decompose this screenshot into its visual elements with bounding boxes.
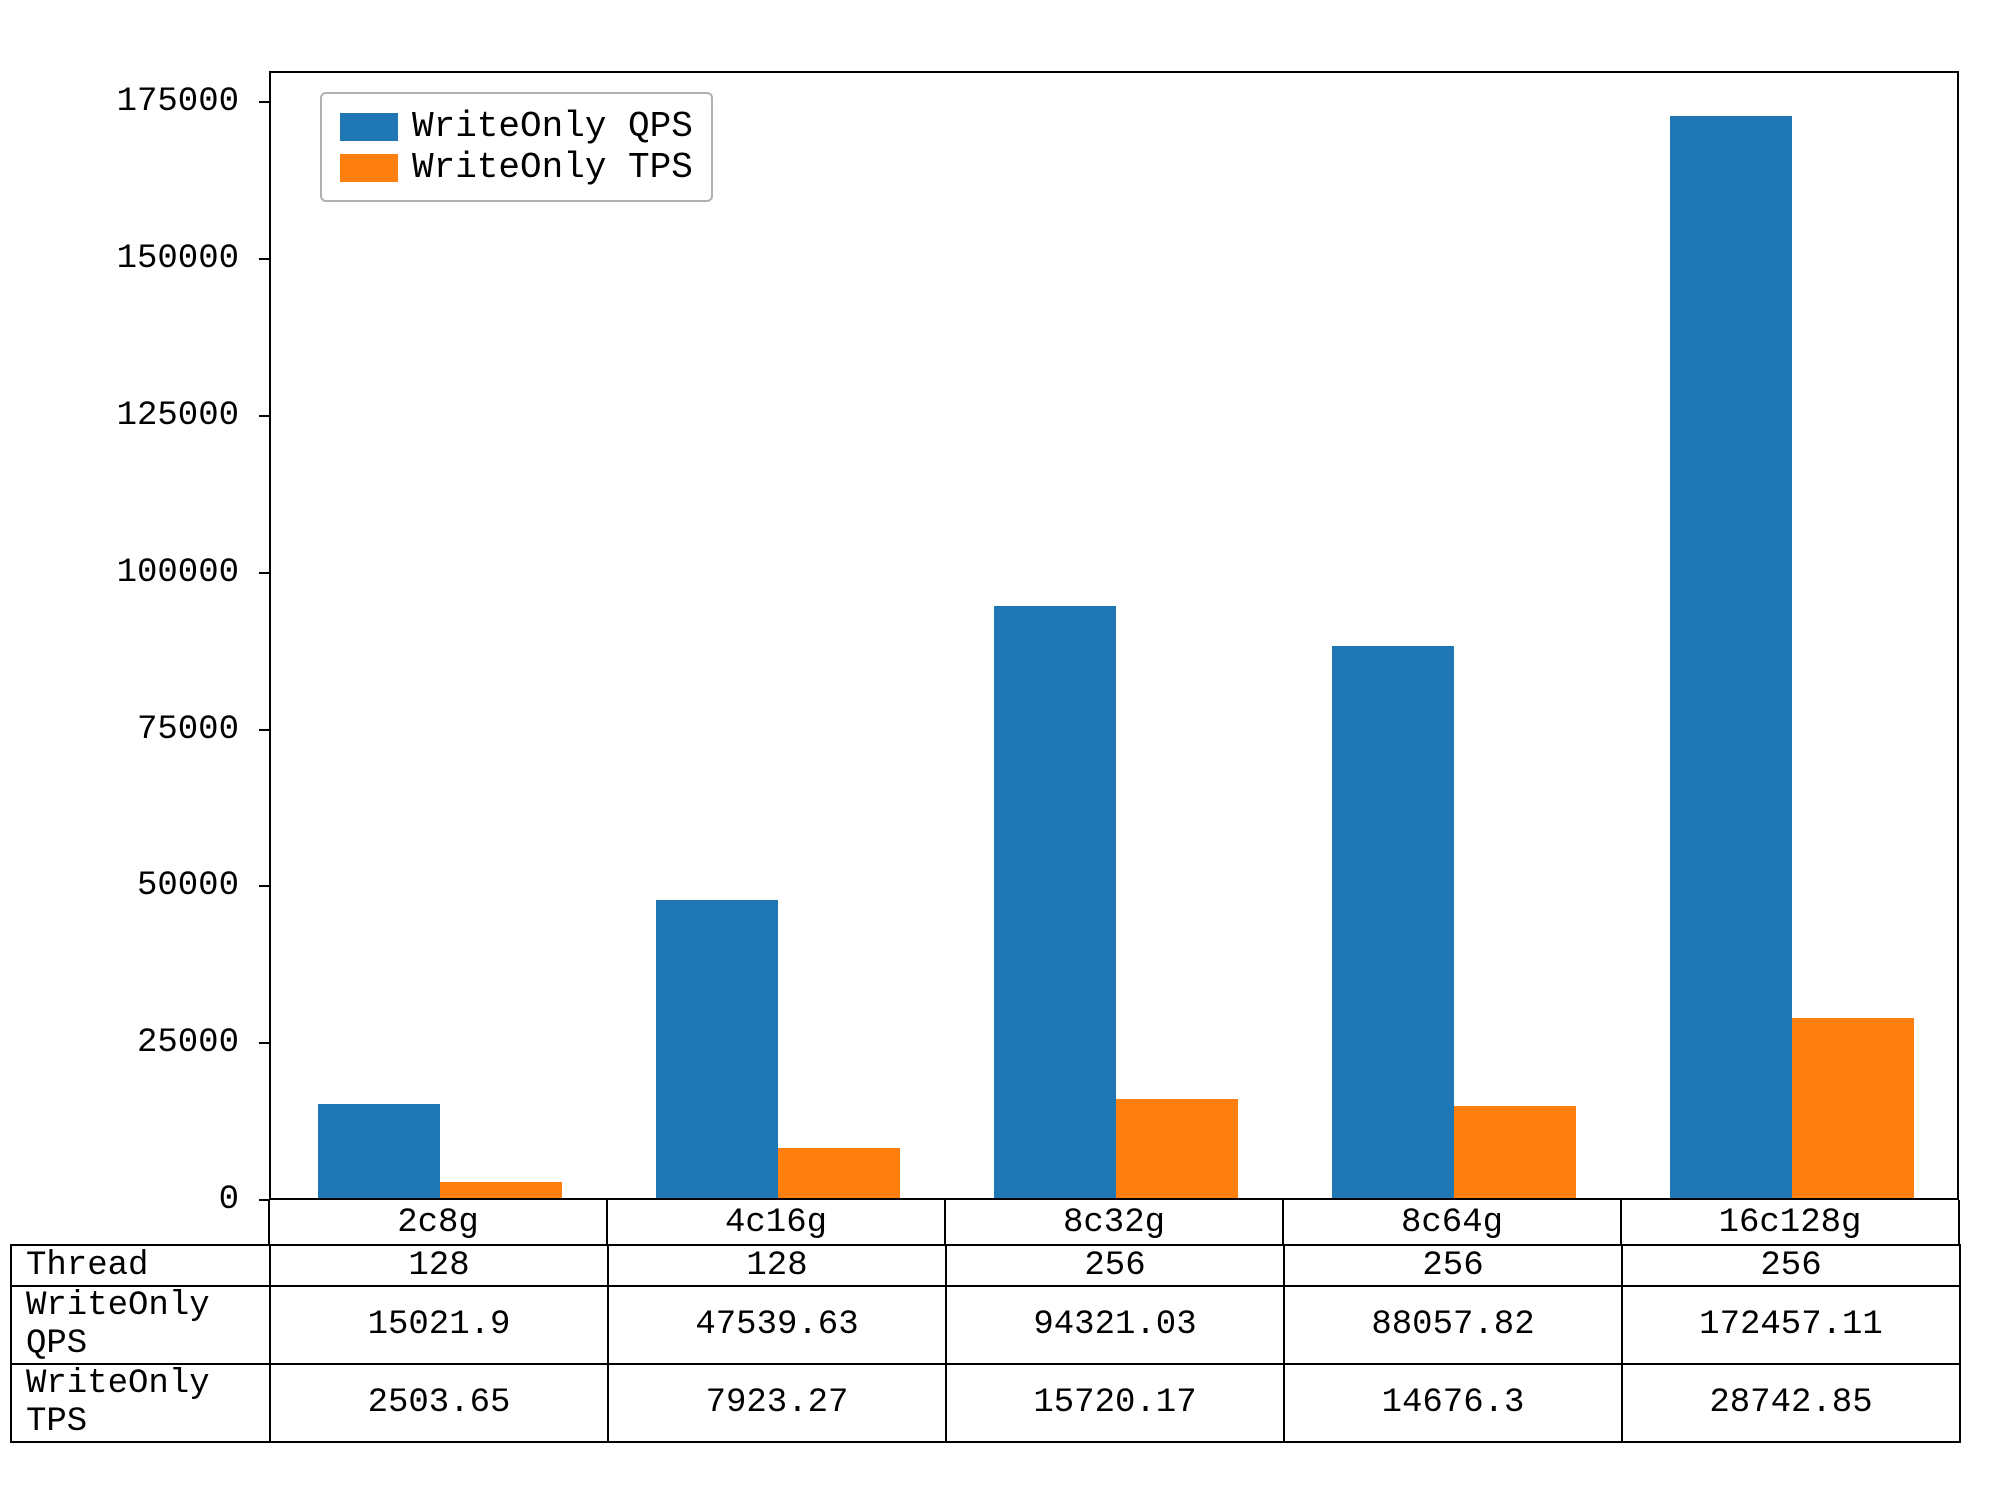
table-cell: 15720.17 — [946, 1364, 1284, 1442]
table-cell: 128 — [270, 1245, 608, 1286]
x-category-label: 2c8g — [397, 1204, 479, 1242]
bar-writeonly-tps-8c64g — [1454, 1106, 1576, 1198]
bar-writeonly-tps-16c128g — [1792, 1018, 1914, 1198]
table-cell: 2503.65 — [270, 1364, 608, 1442]
table-row: WriteOnly TPS2503.657923.2715720.1714676… — [11, 1364, 1960, 1442]
legend-swatch — [340, 154, 398, 182]
table-cell: 256 — [1622, 1245, 1960, 1286]
y-tick-label: 100000 — [20, 554, 239, 592]
table-row-header: Thread — [11, 1245, 270, 1286]
plot-area — [269, 71, 1959, 1200]
y-tick-label: 0 — [20, 1181, 239, 1219]
x-category-label: 16c128g — [1719, 1204, 1862, 1242]
bar-writeonly-qps-16c128g — [1670, 116, 1792, 1198]
y-tick-label: 75000 — [20, 711, 239, 749]
bar-writeonly-tps-4c16g — [778, 1148, 900, 1198]
x-category-label: 8c32g — [1063, 1204, 1165, 1242]
table-cell: 47539.63 — [608, 1286, 946, 1364]
x-separator — [1620, 1200, 1622, 1244]
y-tick-mark — [259, 885, 269, 887]
x-category-label: 4c16g — [725, 1204, 827, 1242]
y-tick-mark — [259, 258, 269, 260]
legend-label: WriteOnly TPS — [412, 147, 693, 188]
y-tick-label: 50000 — [20, 867, 239, 905]
table-cell: 15021.9 — [270, 1286, 608, 1364]
chart-container: WriteOnly QPSWriteOnly TPS Thread1281282… — [20, 20, 1994, 1468]
y-tick-mark — [259, 729, 269, 731]
y-tick-label: 125000 — [20, 397, 239, 435]
legend-label: WriteOnly QPS — [412, 106, 693, 147]
x-separator — [1958, 1200, 1960, 1244]
x-category-label: 8c64g — [1401, 1204, 1503, 1242]
table-cell: 94321.03 — [946, 1286, 1284, 1364]
legend-item: WriteOnly TPS — [340, 147, 693, 188]
bar-writeonly-tps-8c32g — [1116, 1099, 1238, 1198]
table-row-header: WriteOnly TPS — [11, 1364, 270, 1442]
table-row: WriteOnly QPS15021.947539.6394321.038805… — [11, 1286, 1960, 1364]
legend-swatch — [340, 113, 398, 141]
table-cell: 172457.11 — [1622, 1286, 1960, 1364]
table-cell: 128 — [608, 1245, 946, 1286]
x-separator — [944, 1200, 946, 1244]
table-cell: 256 — [1284, 1245, 1622, 1286]
table-cell: 7923.27 — [608, 1364, 946, 1442]
bar-writeonly-qps-4c16g — [656, 900, 778, 1198]
bar-writeonly-tps-2c8g — [440, 1182, 562, 1198]
table-cell: 88057.82 — [1284, 1286, 1622, 1364]
x-separator — [268, 1200, 270, 1244]
x-separator — [606, 1200, 608, 1244]
x-separator — [1282, 1200, 1284, 1244]
y-tick-mark — [259, 1042, 269, 1044]
y-tick-label: 175000 — [20, 83, 239, 121]
y-tick-mark — [259, 415, 269, 417]
legend: WriteOnly QPSWriteOnly TPS — [320, 92, 713, 202]
table-cell: 14676.3 — [1284, 1364, 1622, 1442]
y-tick-label: 150000 — [20, 240, 239, 278]
table-cell: 256 — [946, 1245, 1284, 1286]
bar-writeonly-qps-8c64g — [1332, 646, 1454, 1198]
table-row-header: WriteOnly QPS — [11, 1286, 270, 1364]
legend-item: WriteOnly QPS — [340, 106, 693, 147]
bar-writeonly-qps-8c32g — [994, 606, 1116, 1198]
y-tick-mark — [259, 572, 269, 574]
table-cell: 28742.85 — [1622, 1364, 1960, 1442]
y-tick-mark — [259, 101, 269, 103]
data-table: Thread128128256256256WriteOnly QPS15021.… — [10, 1244, 1961, 1443]
table-row: Thread128128256256256 — [11, 1245, 1960, 1286]
bar-writeonly-qps-2c8g — [318, 1104, 440, 1198]
y-tick-label: 25000 — [20, 1024, 239, 1062]
